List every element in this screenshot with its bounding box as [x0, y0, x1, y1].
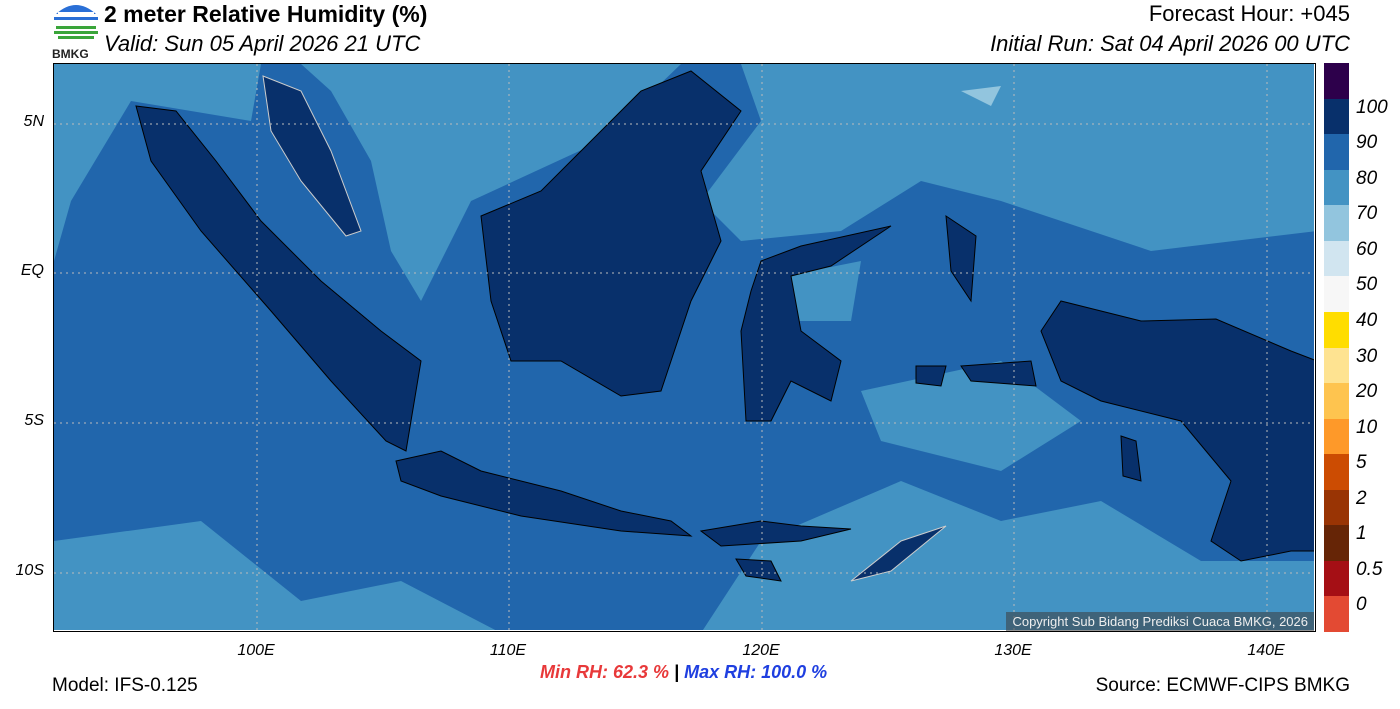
x-tick: 120E — [742, 642, 780, 659]
colorbar-label: 10 — [1356, 416, 1378, 438]
forecast-hour: Forecast Hour: +045 — [1148, 1, 1350, 26]
colorbar-label: 40 — [1356, 309, 1378, 331]
timor — [850, 525, 947, 582]
colorbar-label: 90 — [1356, 132, 1378, 154]
gridlines — [54, 64, 1314, 630]
colorbar-label: 0.5 — [1356, 558, 1383, 580]
new-guinea — [1040, 300, 1314, 562]
java — [395, 450, 693, 537]
max-rh: Max RH: 100.0 % — [684, 662, 828, 682]
colorbar — [1324, 63, 1349, 632]
seram — [960, 360, 1037, 387]
y-tick: 5S — [24, 412, 44, 429]
initial-run: Initial Run: Sat 04 April 2026 00 UTC — [990, 31, 1350, 56]
colorbar-segment — [1324, 205, 1349, 241]
valid-time: Valid: Sun 05 April 2026 21 UTC — [104, 31, 421, 56]
y-tick: 5N — [23, 113, 44, 130]
buru — [915, 365, 947, 387]
source-label: Source: ECMWF-CIPS BMKG — [1095, 675, 1350, 696]
colorbar-segment — [1324, 240, 1349, 277]
borneo — [480, 70, 742, 397]
colorbar-label: 70 — [1356, 203, 1378, 225]
colorbar-segment — [1324, 525, 1349, 561]
colorbar-label: 100 — [1356, 96, 1388, 118]
colorbar-segment — [1324, 418, 1349, 455]
colorbar-segment — [1324, 134, 1349, 170]
colorbar-label: 20 — [1356, 381, 1378, 403]
malay-peninsula — [262, 75, 362, 237]
aru — [1120, 435, 1142, 482]
sumba — [735, 558, 782, 582]
colorbar-segment — [1324, 489, 1349, 526]
sumatra — [135, 105, 422, 452]
stats-separator: | — [669, 662, 685, 682]
colorbar-segment — [1324, 311, 1349, 348]
colorbar-segment — [1324, 596, 1349, 632]
lesser-sunda — [699, 520, 852, 547]
halmahera — [945, 215, 977, 303]
x-tick: 130E — [994, 642, 1032, 659]
map-title: 2 meter Relative Humidity (%) — [104, 1, 428, 27]
colorbar-label: 1 — [1356, 523, 1367, 545]
colorbar-label: 30 — [1356, 345, 1378, 367]
sulawesi — [740, 225, 892, 422]
colorbar-label: 2 — [1356, 487, 1367, 509]
rh-stats: Min RH: 62.3 % | Max RH: 100.0 % — [540, 662, 827, 683]
min-rh: Min RH: 62.3 % — [540, 662, 670, 682]
x-tick: 110E — [489, 642, 527, 659]
logo-text: BMKG — [52, 47, 89, 61]
colorbar-segment — [1324, 276, 1349, 312]
colorbar-segment — [1324, 347, 1349, 384]
colorbar-segment — [1324, 454, 1349, 490]
x-tick: 140E — [1247, 642, 1285, 659]
colorbar-segment — [1324, 560, 1349, 597]
colorbar-label: 0 — [1356, 594, 1367, 616]
colorbar-segment — [1324, 383, 1349, 419]
colorbar-label: 5 — [1356, 452, 1367, 474]
colorbar-label: 80 — [1356, 167, 1378, 189]
x-tick: 100E — [237, 642, 275, 659]
colorbar-segment — [1324, 169, 1349, 206]
humidity-map — [53, 63, 1316, 632]
colorbar-segment — [1324, 98, 1349, 135]
colorbar-label: 60 — [1356, 238, 1378, 260]
colorbar-label: 50 — [1356, 274, 1378, 296]
land-areas — [135, 70, 1314, 582]
copyright: Copyright Sub Bidang Prediksi Cuaca BMKG… — [1006, 612, 1314, 631]
y-tick: EQ — [20, 262, 44, 279]
model-label: Model: IFS-0.125 — [52, 675, 198, 696]
colorbar-segment — [1324, 63, 1349, 99]
bmkg-logo — [50, 0, 102, 60]
y-tick: 10S — [15, 562, 44, 579]
